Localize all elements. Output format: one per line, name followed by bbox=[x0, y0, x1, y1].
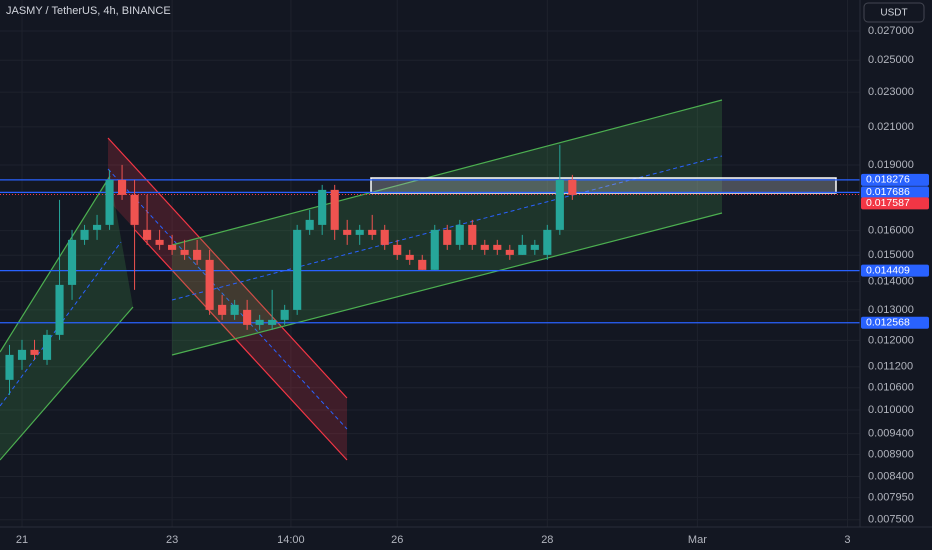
price-label-bg bbox=[861, 197, 929, 210]
candle-body bbox=[418, 259, 427, 270]
channel-line bbox=[107, 137, 348, 399]
candle-body bbox=[155, 239, 164, 245]
price-lines bbox=[0, 179, 860, 324]
channel-line bbox=[134, 229, 348, 461]
candle-body bbox=[280, 309, 289, 320]
candle-body bbox=[343, 229, 352, 235]
candle-body bbox=[105, 179, 114, 225]
channel-mid bbox=[171, 155, 723, 301]
price-label: 0.017587 bbox=[866, 197, 910, 209]
price-label-bg bbox=[861, 316, 929, 329]
grid bbox=[0, 0, 860, 527]
x-tick-label: 26 bbox=[391, 534, 403, 546]
candle-body bbox=[543, 229, 552, 255]
x-tick-label: 3 bbox=[844, 534, 850, 546]
channel-fill bbox=[0, 176, 133, 460]
candle-body bbox=[180, 249, 189, 255]
candle-body bbox=[118, 179, 127, 195]
candle-body bbox=[143, 229, 152, 240]
candle-body bbox=[530, 244, 539, 250]
candle-body bbox=[55, 284, 64, 335]
candle-body bbox=[67, 239, 77, 285]
chart-title: JASMY / TetherUS, 4h, BINANCE bbox=[6, 5, 171, 17]
candle-body bbox=[42, 334, 52, 360]
candle-body bbox=[430, 229, 439, 270]
x-tick-label: 21 bbox=[16, 534, 28, 546]
candle-body bbox=[518, 244, 527, 255]
x-tick-label: 23 bbox=[166, 534, 178, 546]
candle-body bbox=[305, 219, 314, 230]
candle-body bbox=[17, 349, 27, 360]
candle-body bbox=[468, 224, 477, 245]
y-tick-label: 0.023000 bbox=[868, 86, 914, 98]
candle-body bbox=[443, 229, 452, 245]
price-label: 0.017686 bbox=[866, 186, 910, 198]
channel-line bbox=[171, 212, 723, 356]
y-tick-label: 0.016000 bbox=[868, 225, 914, 237]
y-tick-label: 0.025000 bbox=[868, 54, 914, 66]
candle-body bbox=[368, 229, 377, 235]
y-tick-label: 0.011200 bbox=[868, 361, 913, 373]
candle-body bbox=[92, 224, 102, 230]
y-tick-label: 0.010000 bbox=[868, 404, 914, 416]
y-tick-label: 0.009400 bbox=[868, 428, 914, 440]
candle-body bbox=[330, 189, 339, 230]
y-tick-label: 0.012000 bbox=[868, 334, 914, 346]
y-tick-label: 0.010600 bbox=[868, 382, 914, 394]
candle-body bbox=[268, 319, 277, 325]
y-tick-label: 0.008400 bbox=[868, 470, 914, 482]
candle-body bbox=[243, 309, 252, 325]
candle-body bbox=[455, 224, 464, 245]
candle-body bbox=[80, 229, 89, 240]
candle-body bbox=[355, 229, 364, 235]
candle-body bbox=[380, 229, 389, 245]
price-label: 0.012568 bbox=[866, 317, 910, 329]
price-label: 0.014409 bbox=[866, 264, 910, 276]
y-tick-label: 0.014000 bbox=[868, 276, 914, 288]
currency-label[interactable]: USDT bbox=[880, 8, 907, 19]
price-label: 0.018276 bbox=[866, 174, 910, 186]
candle-body bbox=[568, 179, 577, 195]
x-tick-label: 14:00 bbox=[277, 534, 305, 546]
candle-body bbox=[555, 179, 564, 230]
channel-line bbox=[0, 306, 134, 461]
y-tick-label: 0.007950 bbox=[868, 491, 914, 503]
candle-body bbox=[293, 229, 302, 310]
y-tick-label: 0.021000 bbox=[868, 121, 914, 133]
y-tick-label: 0.013000 bbox=[868, 304, 914, 316]
candle-body bbox=[493, 244, 502, 250]
candle-body bbox=[193, 249, 202, 260]
channel-mid bbox=[107, 168, 348, 430]
x-tick-label: 28 bbox=[541, 534, 553, 546]
price-label-bg bbox=[861, 264, 929, 277]
candle-body bbox=[30, 349, 39, 355]
candle-body bbox=[218, 304, 227, 315]
price-label-bg bbox=[861, 186, 929, 199]
currency-button[interactable] bbox=[863, 2, 925, 23]
candle-body bbox=[405, 254, 414, 260]
price-label-bg bbox=[861, 173, 929, 186]
candle-body bbox=[130, 194, 139, 225]
y-tick-label: 0.007500 bbox=[868, 514, 914, 526]
axis-labels: 0.027000 0.025000 0.023000 0.021000 0.019000… bbox=[16, 25, 929, 546]
candle-body bbox=[505, 249, 514, 255]
candle-body bbox=[168, 244, 177, 250]
candle-body bbox=[5, 354, 14, 380]
y-tick-label: 0.019000 bbox=[868, 159, 914, 171]
candle-body bbox=[205, 259, 214, 310]
channel-line bbox=[171, 99, 723, 246]
y-tick-label: 0.008900 bbox=[868, 448, 914, 460]
candle-body bbox=[318, 189, 327, 225]
y-tick-label: 0.027000 bbox=[868, 25, 914, 37]
y-tick-label: 0.015000 bbox=[868, 249, 914, 261]
x-tick-label: Mar bbox=[688, 534, 707, 546]
candle-body bbox=[230, 304, 239, 315]
candle-body bbox=[393, 244, 402, 255]
candles bbox=[5, 144, 577, 395]
candle-body bbox=[255, 319, 264, 325]
candle-body bbox=[480, 244, 489, 250]
